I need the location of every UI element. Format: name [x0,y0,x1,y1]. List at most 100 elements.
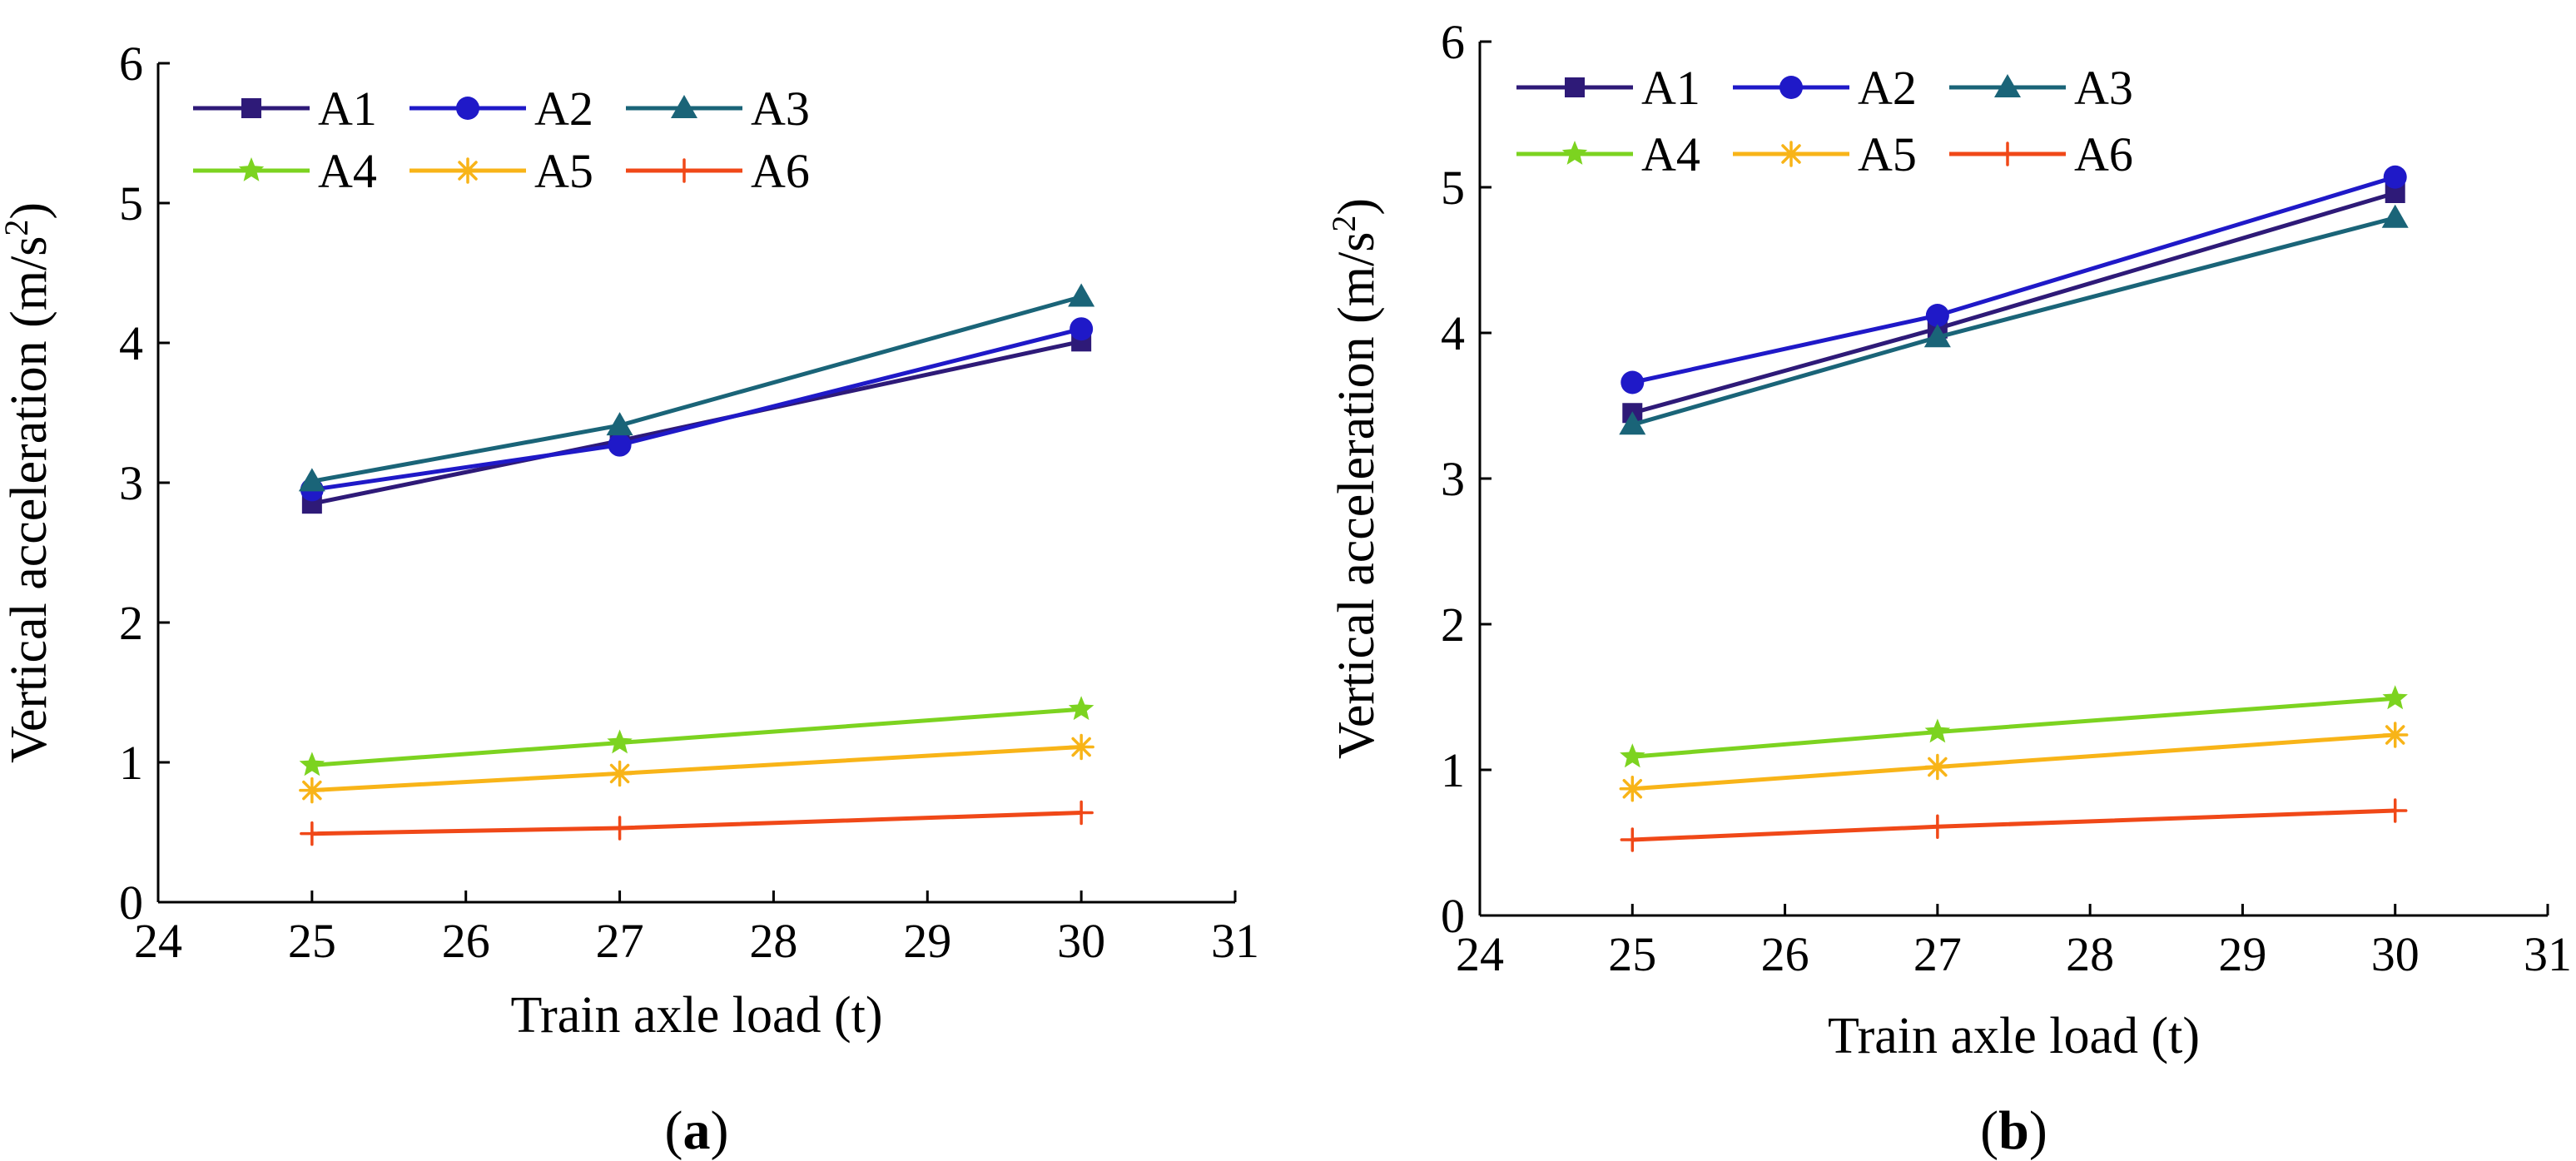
y-tick-label: 2 [119,596,143,650]
y-tick-label: 1 [1441,743,1465,797]
x-tick-label: 28 [2066,927,2114,981]
legend-item-a3: A3 [1949,61,2133,115]
legend-label: A3 [2074,61,2133,115]
y-tick-label: 6 [1441,15,1465,69]
legend-label: A1 [318,82,377,136]
data-point-a4 [1068,696,1094,721]
legend-marker-a6 [672,158,697,183]
x-tick-label: 29 [903,914,951,968]
series-layer [298,283,1095,846]
x-tick-label: 27 [596,914,644,968]
data-point-a2 [608,433,632,457]
x-tick-label: 26 [1761,927,1809,981]
data-point-a2 [1621,370,1645,394]
y-ticks: 0 1 2 3 4 5 6 [119,37,170,930]
series-a5 [299,733,1094,804]
x-tick-label: 28 [749,914,797,968]
y-tick-label: 4 [119,316,143,370]
y-tick-label: 5 [1441,161,1465,215]
legend-label: A2 [534,82,593,136]
legend-item-a6: A6 [626,144,810,198]
panel-label: (b) [1980,1100,2047,1161]
data-point-a3 [2381,204,2409,228]
series-a2 [1621,165,2407,394]
y-tick-label: 1 [119,736,143,790]
y-tick-label: 2 [1441,598,1465,652]
data-point-a6 [300,821,325,846]
legend-marker-a1 [1565,77,1585,97]
y-axis-title: Vertical acceleration (m/s2) [0,202,57,763]
legend-item-a5: A5 [409,144,593,198]
data-point-a4 [1924,718,1951,743]
x-tick-label: 26 [442,914,490,968]
legend-item-a4: A4 [193,144,377,198]
data-point-a6 [1925,814,1950,839]
y-tick-label: 3 [119,456,143,510]
legend-marker-a3 [671,95,697,118]
x-tick-label: 24 [134,914,182,968]
legend-item-a2: A2 [1733,61,1917,115]
data-point-a2 [1070,317,1094,341]
x-tick-label: 31 [1211,914,1259,968]
y-tick-label: 3 [1441,452,1465,506]
legend: A1 A2 A3 A4 A5 A6 [193,82,810,198]
legend-marker-a2 [1779,76,1803,99]
x-ticks: 24 25 26 27 28 29 30 31 [134,891,1259,968]
series-a3 [298,283,1095,492]
data-point-a6 [607,816,633,841]
x-tick-label: 31 [2524,927,2572,981]
series-a4 [299,696,1094,776]
legend-label: A1 [1641,61,1700,115]
legend-marker-a4 [238,157,265,181]
legend-label: A6 [2074,127,2133,181]
series-a5 [1619,722,2409,802]
data-point-a3 [606,412,633,436]
x-tick-label: 29 [2218,927,2266,981]
data-point-a4 [607,729,633,754]
data-point-a4 [1620,743,1645,768]
series-layer [1619,165,2409,852]
data-point-a2 [1925,304,1949,327]
data-point-a3 [298,468,325,492]
legend-item-a1: A1 [193,82,377,136]
legend-label: A5 [1858,127,1917,181]
data-point-a3 [1068,283,1095,307]
y-tick-label: 5 [119,176,143,231]
legend-item-a1: A1 [1516,61,1700,115]
x-tick-label: 24 [1456,927,1504,981]
data-point-a2 [2383,165,2407,189]
legend-marker-a4 [1561,141,1588,165]
legend-marker-a3 [1994,74,2021,97]
legend-marker-a5 [1778,141,1804,167]
data-point-a3 [1923,324,1951,348]
series-a6 [1620,798,2408,852]
legend-label: A4 [318,144,377,198]
legend-item-a4: A4 [1516,127,1700,181]
x-ticks: 24 25 26 27 28 29 30 31 [1456,904,2572,981]
y-tick-label: 0 [1441,889,1465,943]
x-tick-label: 25 [1608,927,1656,981]
series-a3 [1619,204,2409,435]
legend-item-a3: A3 [626,82,810,136]
legend-label: A3 [751,82,810,136]
x-tick-label: 30 [2371,927,2420,981]
legend: A1 A2 A3 A4 A5 A6 [1516,61,2133,181]
legend-label: A2 [1858,61,1917,115]
legend-label: A5 [534,144,593,198]
data-point-a5 [606,760,633,787]
x-axis-title: Train axle load (t) [1828,1008,2200,1064]
y-tick-label: 6 [119,37,143,91]
data-point-a6 [1620,827,1645,852]
x-tick-label: 25 [288,914,336,968]
legend-item-a5: A5 [1733,127,1917,181]
x-tick-label: 27 [1913,927,1962,981]
data-point-a6 [2382,798,2408,823]
y-axis-title: Vertical acceleration (m/s2) [1325,198,1386,759]
series-a6 [300,800,1094,846]
legend-item-a2: A2 [409,82,593,136]
y-tick-label: 0 [119,876,143,930]
data-point-a5 [299,776,325,804]
series-a4 [1620,685,2408,768]
